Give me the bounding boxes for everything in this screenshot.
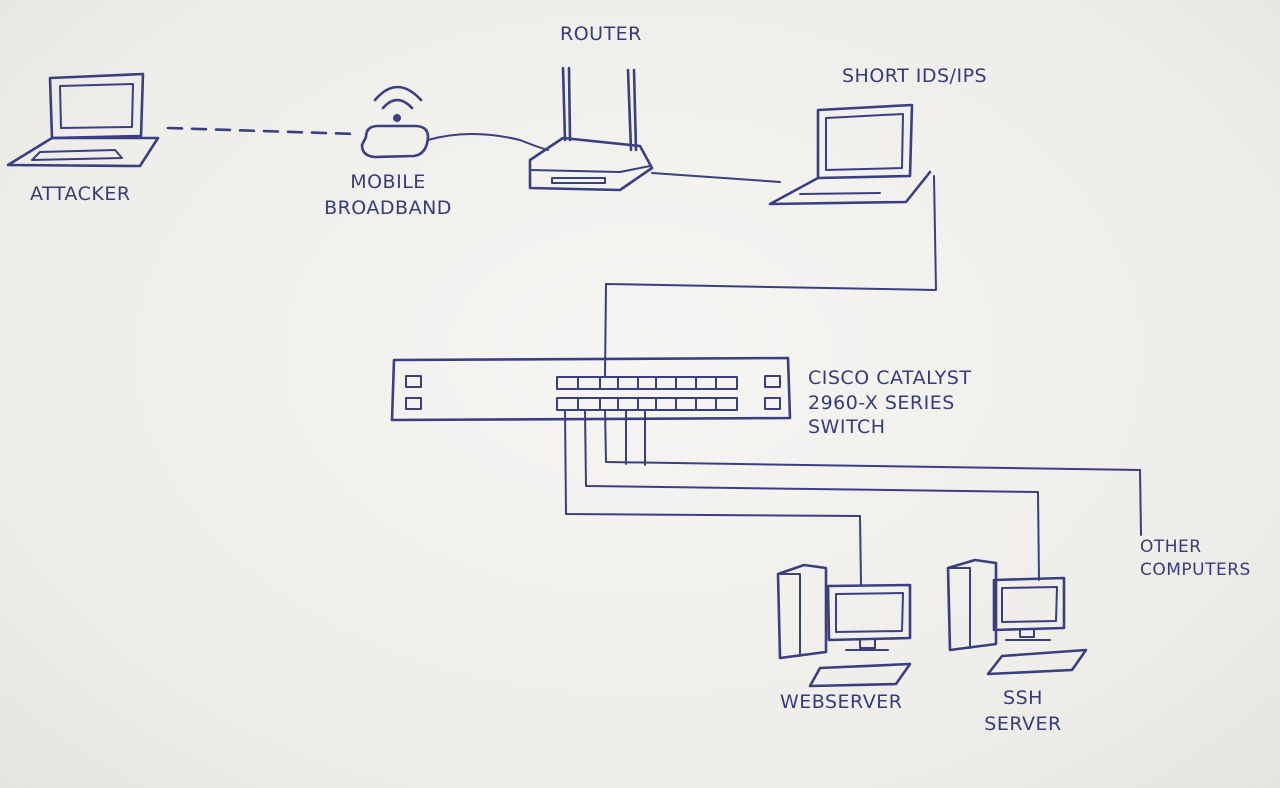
- mobile-broadband-label: MOBILE BROADBAND: [318, 170, 458, 221]
- ssh-server-label-line1: SSH: [1003, 687, 1043, 709]
- router-icon: [528, 66, 654, 192]
- switch-label-line2: 2960-X SERIES: [808, 391, 955, 414]
- other-computers-label-line1: OTHER: [1140, 537, 1202, 557]
- wireless-link: [166, 126, 358, 136]
- mobile-broadband-label-line2: BROADBAND: [324, 196, 452, 219]
- switch-icon: [390, 356, 792, 422]
- switch-label-line1: CISCO CATALYST: [808, 367, 972, 389]
- switch-other-link: [604, 409, 1142, 536]
- other-computers-label: OTHER COMPUTERS: [1140, 536, 1251, 582]
- router-ids-link: [651, 172, 781, 183]
- attacker-label: ATTACKER: [30, 183, 131, 205]
- ssh-server-computer-icon: [946, 558, 1088, 676]
- switch-label-line3: SWITCH: [808, 416, 886, 439]
- snort-label: SHORT IDS/IPS: [842, 65, 988, 87]
- switch-ssh-link: [584, 409, 1040, 581]
- webserver-label: WEBSERVER: [780, 691, 903, 713]
- ids-switch-link: [604, 175, 937, 377]
- attacker-laptop-icon: [6, 72, 160, 168]
- switch-webserver-link: [564, 409, 862, 586]
- mobile-broadband-icon: [360, 85, 430, 159]
- broadband-router-link: [427, 133, 549, 151]
- switch-label: CISCO CATALYST 2960-X SERIES SWITCH: [808, 366, 971, 440]
- ssh-server-label: SSH SERVER: [968, 686, 1078, 737]
- ids-laptop-icon: [768, 103, 932, 206]
- router-label: ROUTER: [560, 23, 642, 45]
- mobile-broadband-label-line1: MOBILE: [350, 171, 426, 193]
- webserver-computer-icon: [776, 563, 912, 688]
- other-computers-label-line2: COMPUTERS: [1140, 559, 1251, 580]
- ssh-server-label-line2: SERVER: [984, 712, 1062, 735]
